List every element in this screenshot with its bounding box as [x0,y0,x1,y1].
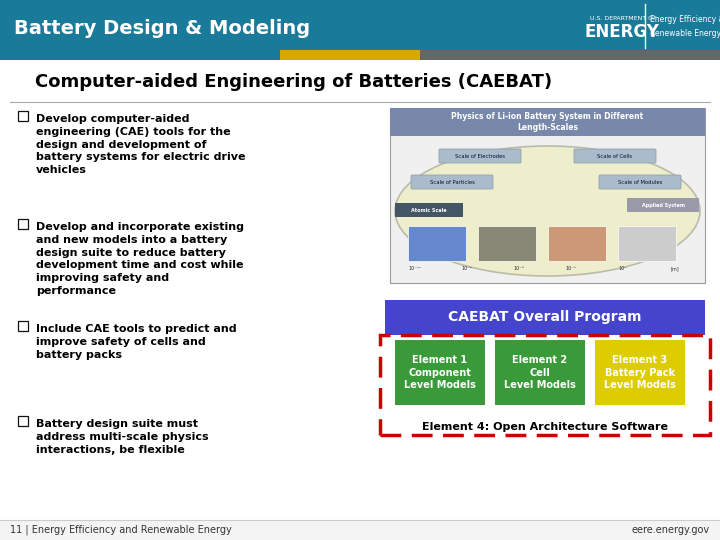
Text: Scale of Cells: Scale of Cells [598,153,633,159]
Text: 10⁻³: 10⁻³ [566,266,577,271]
Bar [495,340,585,405]
Text: [m]: [m] [671,266,679,271]
Text: Energy Efficiency &: Energy Efficiency & [650,16,720,24]
Bar [0,520,720,540]
Text: Applied System: Applied System [642,202,685,207]
Text: 10⁻⁶: 10⁻⁶ [513,266,524,271]
FancyBboxPatch shape [439,149,521,163]
FancyBboxPatch shape [411,175,493,189]
Text: Develop computer-aided
engineering (CAE) tools for the
design and development of: Develop computer-aided engineering (CAE)… [36,114,246,175]
Bar [395,340,485,405]
FancyBboxPatch shape [599,175,681,189]
Bar [18,416,28,426]
Text: Element 4: Open Architecture Software: Element 4: Open Architecture Software [422,422,668,432]
Text: Scale of Electrodes: Scale of Electrodes [455,153,505,159]
Text: U.S. DEPARTMENT OF: U.S. DEPARTMENT OF [590,16,657,21]
Bar [595,340,685,405]
Bar [0,50,720,60]
Bar [18,219,28,229]
Text: Computer-aided Engineering of Batteries (CAEBAT): Computer-aided Engineering of Batteries … [35,73,552,91]
Text: Renewable Energy: Renewable Energy [650,29,720,37]
Bar [385,300,705,335]
Ellipse shape [395,146,700,276]
Text: Element 3
Battery Pack
Level Models: Element 3 Battery Pack Level Models [604,355,676,390]
Text: 10⁻¹²: 10⁻¹² [409,266,421,271]
Bar [280,50,420,60]
Text: 10⁻⁹: 10⁻⁹ [462,266,472,271]
Bar [18,321,28,331]
Bar [478,226,536,261]
Bar [18,111,28,121]
Text: Element 2
Cell
Level Models: Element 2 Cell Level Models [504,355,576,390]
Text: Battery design suite must
address multi-scale physics
interactions, be flexible: Battery design suite must address multi-… [36,419,209,455]
Text: Element 1
Component
Level Models: Element 1 Component Level Models [404,355,476,390]
Text: Physics of Li-ion Battery System in Different
Length-Scales: Physics of Li-ion Battery System in Diff… [451,112,644,132]
FancyBboxPatch shape [574,149,656,163]
Bar [420,50,720,60]
Bar [627,198,699,212]
Text: Scale of Modules: Scale of Modules [618,179,662,185]
Text: ENERGY: ENERGY [585,23,660,41]
Text: Develop and incorporate existing
and new models into a battery
design suite to r: Develop and incorporate existing and new… [36,222,244,296]
Bar [0,0,720,50]
Text: 10⁰: 10⁰ [619,266,627,271]
Text: eere.energy.gov: eere.energy.gov [632,525,710,535]
Bar [618,226,676,261]
Text: CAEBAT Overall Program: CAEBAT Overall Program [449,310,642,325]
Text: Scale of Particles: Scale of Particles [430,179,474,185]
Bar [390,108,705,283]
Bar [548,226,606,261]
Text: 11 | Energy Efficiency and Renewable Energy: 11 | Energy Efficiency and Renewable Ene… [10,525,232,535]
Text: Battery Design & Modeling: Battery Design & Modeling [14,18,310,37]
Bar [408,226,466,261]
Text: Atomic Scale: Atomic Scale [411,207,447,213]
Text: Include CAE tools to predict and
improve safety of cells and
battery packs: Include CAE tools to predict and improve… [36,324,237,360]
Bar [395,203,463,217]
Bar [390,108,705,136]
